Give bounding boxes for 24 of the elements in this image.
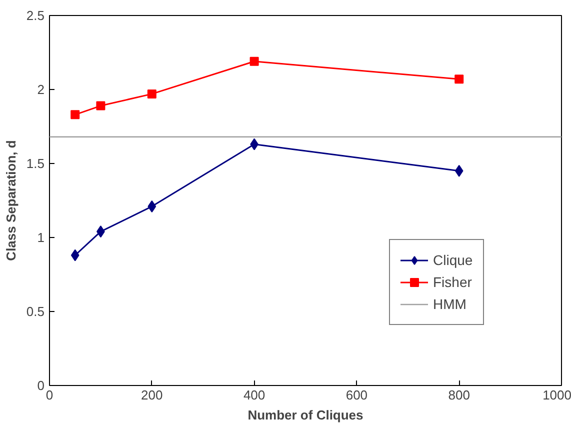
y-tick-label: 2 xyxy=(37,82,45,97)
point xyxy=(96,101,106,110)
point xyxy=(147,89,156,98)
legend-label: Clique xyxy=(433,252,473,268)
point xyxy=(148,200,156,212)
y-tick-label: 0 xyxy=(37,378,45,393)
y-tick-label: 2.5 xyxy=(26,8,45,23)
legend-label: Fisher xyxy=(433,274,472,290)
x-tick-label: 800 xyxy=(448,388,470,402)
point xyxy=(454,164,464,177)
y-tick-label: 0.5 xyxy=(26,304,45,319)
point xyxy=(70,249,80,262)
x-tick-label: 200 xyxy=(141,388,163,402)
y-tick-label: 1.5 xyxy=(26,156,45,171)
x-tick-label: 400 xyxy=(243,388,266,402)
point xyxy=(250,56,259,66)
point xyxy=(454,74,464,84)
point xyxy=(70,110,80,120)
x-tick-label: 600 xyxy=(346,388,368,402)
x-axis-title: Number of Cliques xyxy=(248,408,364,422)
x-tick-label: 1000 xyxy=(542,388,571,402)
y-axis-title: Class Separation, d xyxy=(3,140,18,261)
y-tick-label: 1 xyxy=(37,230,45,245)
legend-label: HMM xyxy=(433,296,466,312)
